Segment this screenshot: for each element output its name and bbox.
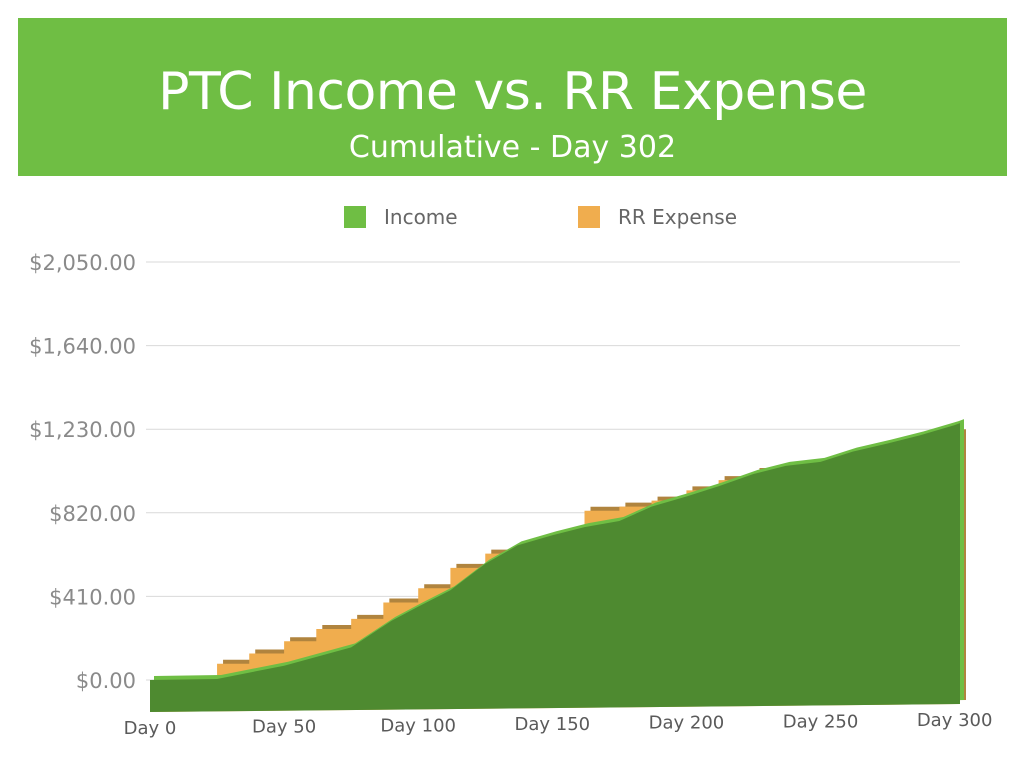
legend-label-rr-expense: RR Expense [618,205,738,229]
y-tick-label: $1,230.00 [29,418,136,442]
legend-item-income: Income [344,203,458,231]
x-tick-label: Day 0 [124,718,177,739]
plot-areas [150,419,966,712]
x-tick-label: Day 100 [380,715,456,736]
chart-title: PTC Income vs. RR Expense [158,62,867,122]
y-tick-label: $410.00 [49,585,136,609]
legend: Income RR Expense [0,203,1024,231]
x-tick-label: Day 50 [252,717,316,738]
y-tick-label: $1,640.00 [29,335,136,359]
x-tick-label: Day 150 [515,714,591,735]
legend-swatch-rr-expense [578,206,600,228]
chart-subtitle: Cumulative - Day 302 [348,130,677,165]
area-income [150,423,960,712]
legend-swatch-income [344,206,366,228]
x-axis-tick-labels: Day 0 Day 50 Day 100 Day 150 Day 200 Day 250 D… [124,710,993,739]
y-tick-label: $820.00 [49,502,136,526]
legend-label-income: Income [384,205,458,229]
y-tick-label: $0.00 [76,669,136,693]
x-tick-label: Day 250 [783,711,859,732]
y-tick-label: $2,050.00 [29,251,136,275]
x-tick-label: Day 200 [649,713,725,734]
title-banner: PTC Income vs. RR Expense Cumulative - D… [18,18,1007,176]
legend-item-rr-expense: RR Expense [578,203,737,231]
y-axis-tick-labels: $0.00 $410.00 $820.00 $1,230.00 $1,640.00 $2,… [29,251,136,693]
x-tick-label: Day 300 [917,710,993,731]
